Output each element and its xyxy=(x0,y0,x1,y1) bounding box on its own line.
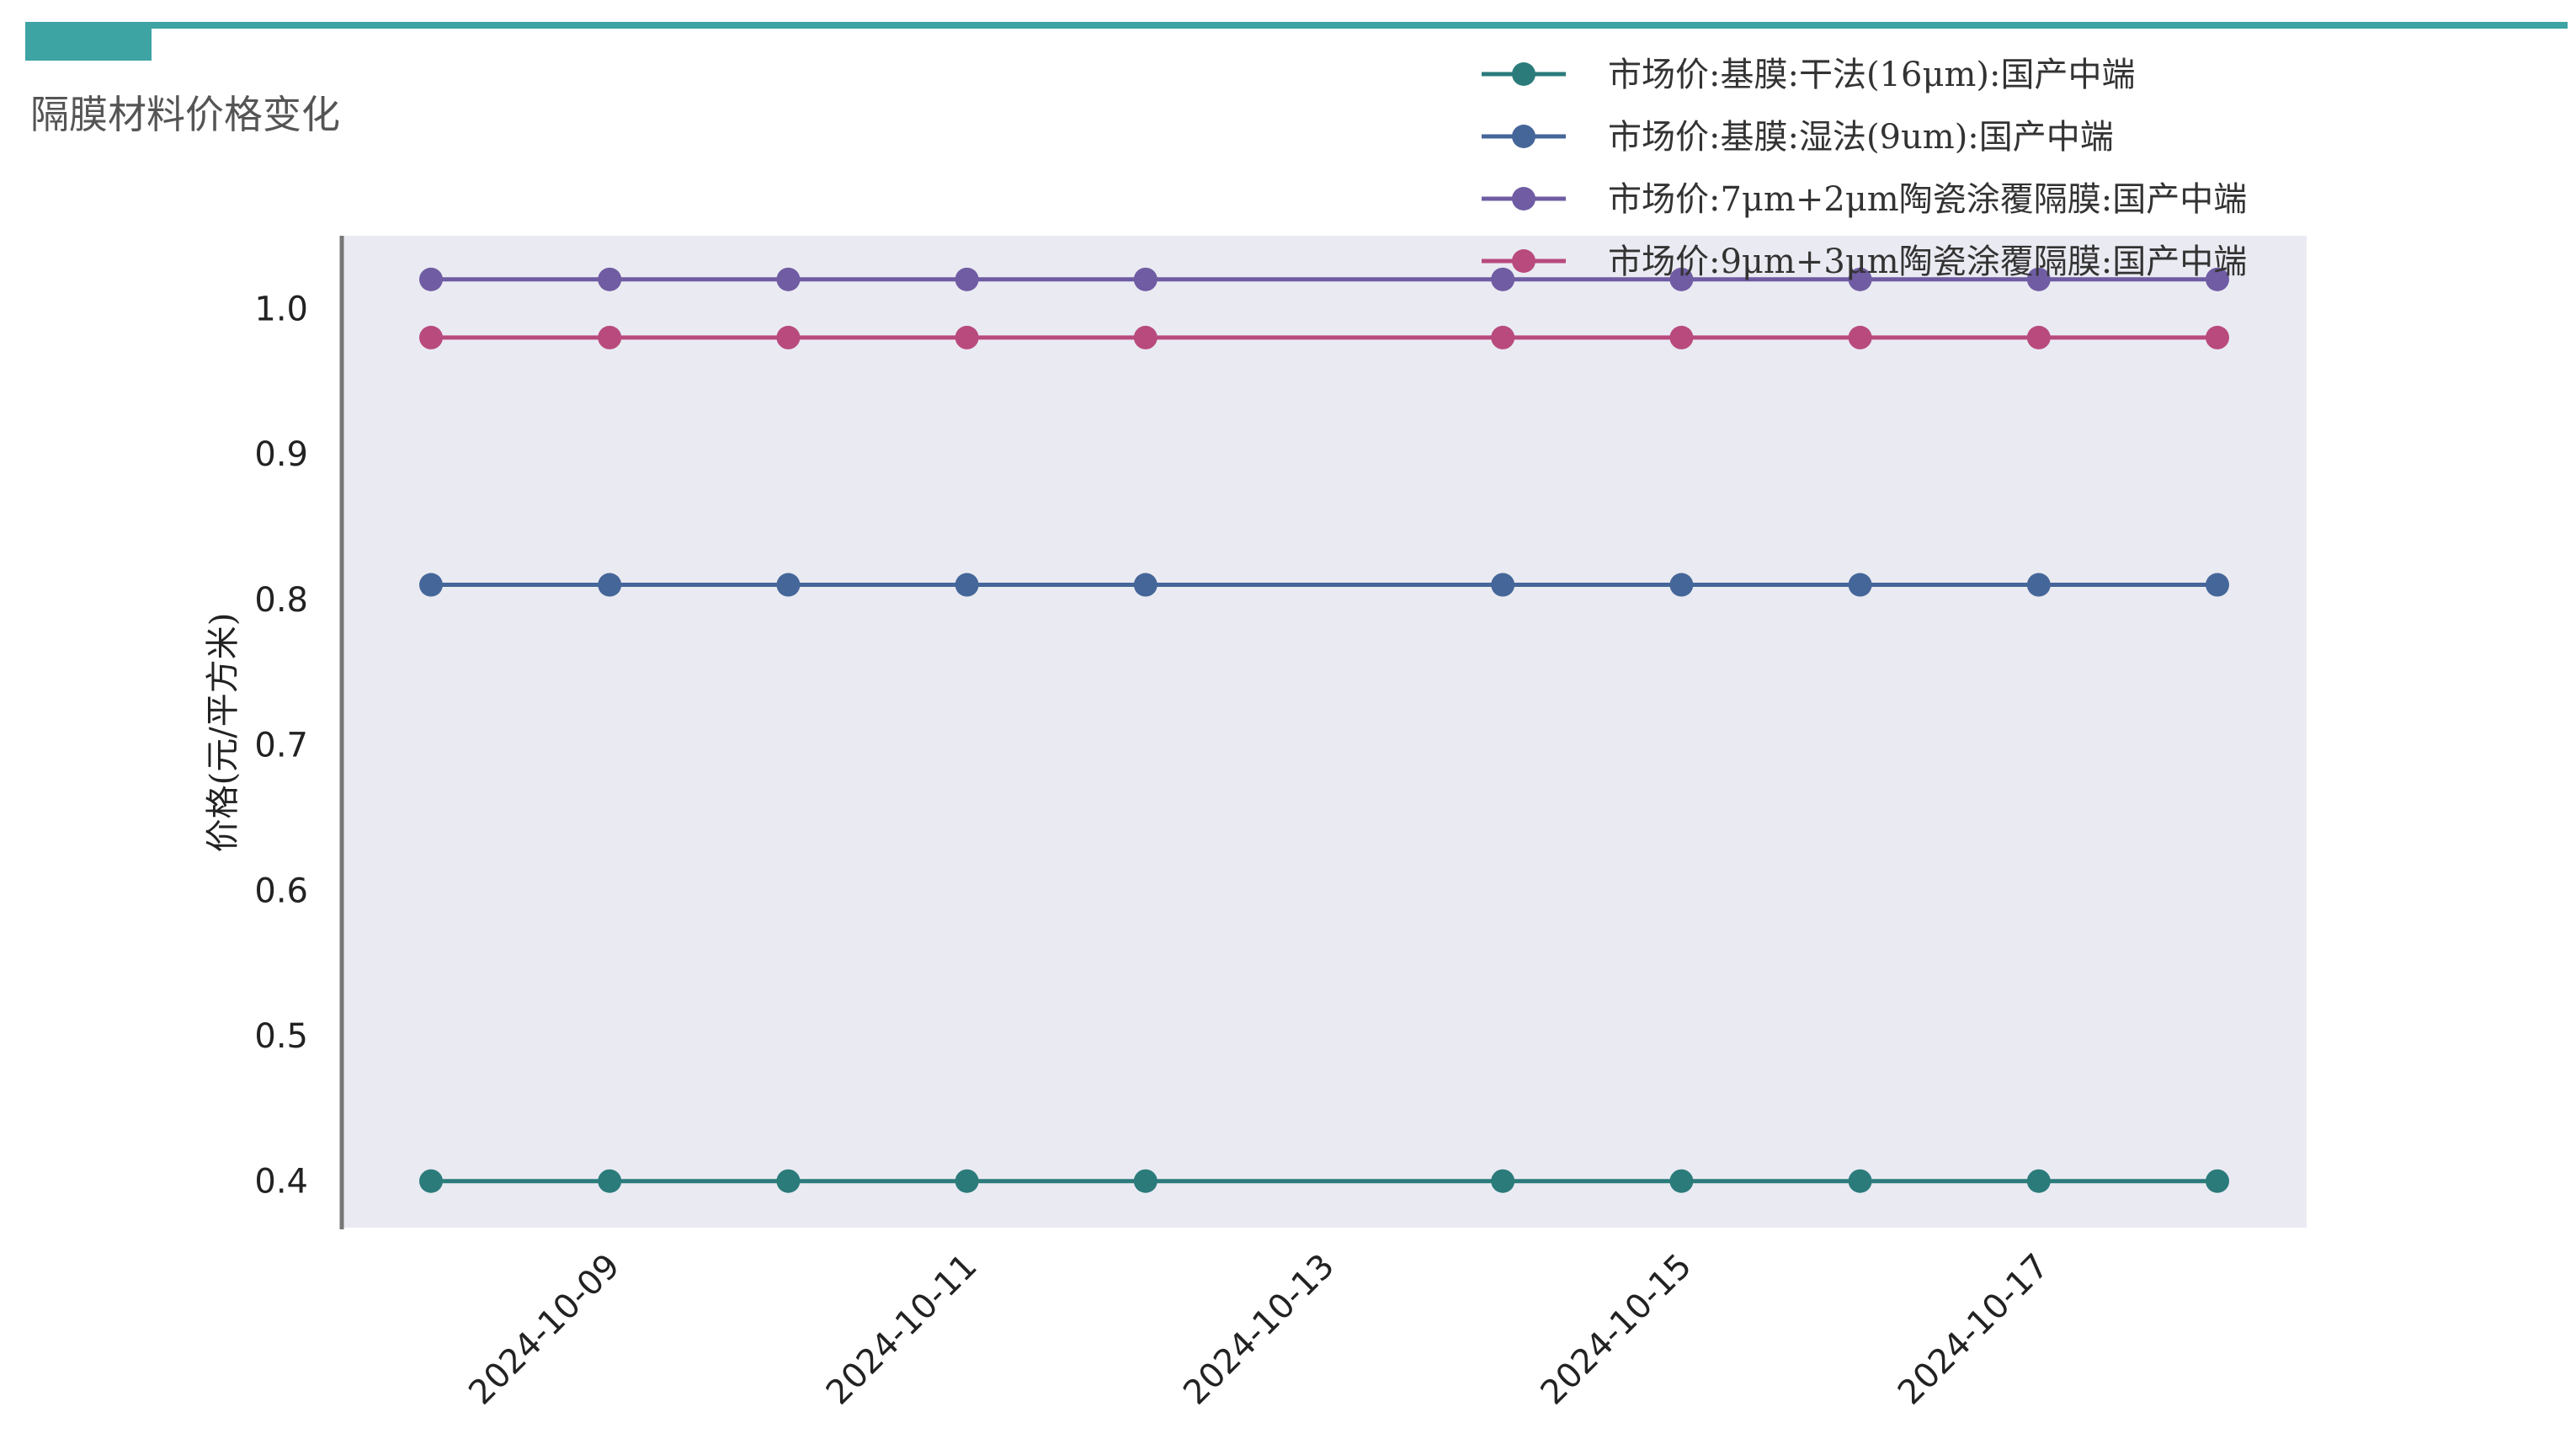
series-layer xyxy=(419,267,2229,1193)
legend-item: 市场价:7μm+2μm陶瓷涂覆隔膜:国产中端 xyxy=(1482,180,2247,219)
data-point xyxy=(1848,573,1872,597)
x-tick-label: 2024-10-13 xyxy=(1176,1247,1342,1413)
data-point xyxy=(1491,573,1515,597)
x-tick-labels: 2024-10-09 2024-10-11 2024-10-13 2024-10-15… xyxy=(461,1247,2057,1413)
y-tick-label: 0.8 xyxy=(254,581,308,620)
data-point xyxy=(955,573,979,597)
legend-item: 市场价:基膜:湿法(9um):国产中端 xyxy=(1482,118,2114,157)
y-tick-label: 0.6 xyxy=(254,871,308,910)
x-tick-label: 2024-10-09 xyxy=(461,1247,627,1413)
data-point xyxy=(598,267,622,291)
data-point xyxy=(1669,573,1694,597)
legend-label: 市场价:7μm+2μm陶瓷涂覆隔膜:国产中端 xyxy=(1608,180,2247,219)
data-point xyxy=(2026,267,2051,291)
plot-area xyxy=(340,236,2307,1228)
legend-marker xyxy=(1512,187,1535,211)
legend-marker xyxy=(1512,249,1535,273)
y-tick-labels: 0.4 0.5 0.6 0.7 0.8 0.9 1.0 xyxy=(254,290,308,1201)
data-point xyxy=(2206,1169,2229,1193)
legend-marker xyxy=(1512,125,1535,148)
x-tick-label: 2024-10-17 xyxy=(1891,1247,2057,1413)
y-tick-label: 0.9 xyxy=(254,435,308,474)
data-point xyxy=(1669,267,1694,291)
data-point xyxy=(2206,267,2229,291)
data-point xyxy=(776,325,801,349)
legend-item: 市场价:9μm+3μm陶瓷涂覆隔膜:国产中端 xyxy=(1482,242,2247,281)
legend-label: 市场价:基膜:干法(16μm):国产中端 xyxy=(1608,56,2135,94)
data-point xyxy=(1669,1169,1694,1193)
data-point xyxy=(1133,573,1158,597)
page-title: 隔膜材料价格变化 xyxy=(30,92,340,137)
header-accent-block xyxy=(25,25,152,61)
data-point xyxy=(2206,325,2229,349)
y-axis-label: 价格(元/平方米) xyxy=(204,613,242,853)
data-point xyxy=(1491,325,1515,349)
y-tick-label: 0.4 xyxy=(254,1163,308,1202)
data-point xyxy=(955,1169,979,1193)
data-point xyxy=(598,573,622,597)
data-point xyxy=(1491,1169,1515,1193)
data-point xyxy=(419,1169,443,1193)
data-point xyxy=(598,1169,622,1193)
data-point xyxy=(955,267,979,291)
data-point xyxy=(419,267,443,291)
legend-label: 市场价:9μm+3μm陶瓷涂覆隔膜:国产中端 xyxy=(1608,242,2247,281)
series-3 xyxy=(419,267,2229,291)
data-point xyxy=(776,1169,801,1193)
legend-item: 市场价:基膜:干法(16μm):国产中端 xyxy=(1482,56,2135,94)
data-point xyxy=(1133,325,1158,349)
series-2 xyxy=(419,573,2229,597)
legend-label: 市场价:基膜:湿法(9um):国产中端 xyxy=(1608,118,2114,157)
data-point xyxy=(2026,1169,2051,1193)
data-point xyxy=(776,267,801,291)
data-point xyxy=(1848,325,1872,349)
y-tick-label: 1.0 xyxy=(254,290,308,328)
series-1 xyxy=(419,1169,2229,1193)
data-point xyxy=(1669,325,1694,349)
data-point xyxy=(955,325,979,349)
y-tick-label: 0.5 xyxy=(254,1017,308,1056)
data-point xyxy=(419,573,443,597)
x-tick-label: 2024-10-15 xyxy=(1534,1247,1700,1413)
data-point xyxy=(1133,267,1158,291)
data-point xyxy=(1848,267,1872,291)
data-point xyxy=(1133,1169,1158,1193)
legend-marker xyxy=(1512,62,1535,86)
series-4 xyxy=(419,325,2229,349)
data-point xyxy=(1848,1169,1872,1193)
x-tick-label: 2024-10-11 xyxy=(819,1247,985,1413)
data-point xyxy=(598,325,622,349)
data-point xyxy=(2206,573,2229,597)
y-tick-label: 0.7 xyxy=(254,727,308,765)
data-point xyxy=(419,325,443,349)
data-point xyxy=(2026,573,2051,597)
data-point xyxy=(2026,325,2051,349)
legend: 市场价:基膜:干法(16μm):国产中端市场价:基膜:湿法(9um):国产中端市… xyxy=(1482,56,2247,281)
data-point xyxy=(776,573,801,597)
data-point xyxy=(1491,267,1515,291)
